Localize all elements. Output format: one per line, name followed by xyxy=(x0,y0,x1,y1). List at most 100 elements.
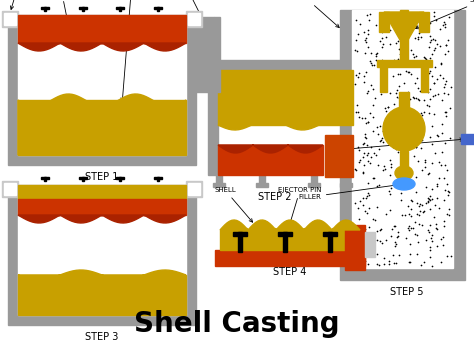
Point xyxy=(392,146,400,152)
Point xyxy=(444,38,452,43)
Point xyxy=(356,22,364,27)
Point xyxy=(399,130,407,136)
Point xyxy=(383,10,390,16)
Point xyxy=(396,12,403,17)
Point xyxy=(355,147,363,153)
Point xyxy=(361,73,368,79)
Point xyxy=(361,115,368,121)
Point xyxy=(386,116,394,122)
Point xyxy=(382,237,390,243)
Text: DUMP BOX: DUMP BOX xyxy=(166,0,206,27)
Point xyxy=(415,240,422,245)
Point xyxy=(381,166,389,172)
Point xyxy=(371,95,379,101)
Polygon shape xyxy=(218,120,353,130)
Point xyxy=(362,258,369,264)
Bar xyxy=(116,177,124,179)
Point xyxy=(380,21,388,27)
Point xyxy=(408,225,415,231)
Point xyxy=(441,81,449,87)
Point xyxy=(440,218,447,224)
Point xyxy=(396,71,403,77)
Text: HANDLES: HANDLES xyxy=(2,0,35,10)
Point xyxy=(375,182,383,188)
Point xyxy=(420,259,428,264)
Polygon shape xyxy=(220,220,360,230)
Point xyxy=(386,42,393,47)
Point xyxy=(355,144,362,150)
Point xyxy=(406,146,413,151)
Point xyxy=(377,91,385,97)
Point xyxy=(369,87,377,92)
Point xyxy=(445,190,453,195)
Point xyxy=(398,213,405,218)
Bar xyxy=(4,183,16,195)
Point xyxy=(353,72,360,77)
Point xyxy=(362,69,370,75)
Point xyxy=(407,71,415,77)
Point xyxy=(416,10,424,16)
Polygon shape xyxy=(218,145,323,153)
Point xyxy=(415,31,423,36)
Point xyxy=(385,262,393,267)
Point xyxy=(437,60,445,66)
Point xyxy=(353,102,361,108)
Point xyxy=(355,216,363,222)
Point xyxy=(426,21,434,26)
Point xyxy=(428,73,436,79)
Point xyxy=(359,170,366,176)
Bar xyxy=(41,7,49,9)
Point xyxy=(417,201,424,207)
Point xyxy=(423,200,430,206)
Point xyxy=(368,235,375,240)
Point xyxy=(390,57,398,62)
Point xyxy=(440,84,448,90)
Point xyxy=(426,197,433,202)
Point xyxy=(428,186,436,192)
Point xyxy=(356,158,364,163)
Bar xyxy=(218,145,323,175)
Point xyxy=(428,123,436,129)
Text: STEP 3: STEP 3 xyxy=(85,332,118,342)
Bar xyxy=(157,7,159,11)
Point xyxy=(418,137,426,143)
Point xyxy=(415,212,423,218)
Point xyxy=(409,141,416,146)
Point xyxy=(408,198,416,203)
Point xyxy=(354,257,362,263)
Point xyxy=(383,34,390,40)
Point xyxy=(367,82,375,88)
Point xyxy=(365,235,372,240)
Bar xyxy=(311,175,317,185)
Point xyxy=(388,226,396,231)
Point xyxy=(407,197,415,203)
Point xyxy=(419,21,426,26)
Point xyxy=(430,81,438,86)
Bar xyxy=(79,7,87,9)
Point xyxy=(401,129,409,134)
Point xyxy=(359,202,367,207)
Bar xyxy=(18,185,186,315)
Polygon shape xyxy=(18,94,186,155)
Point xyxy=(430,13,438,18)
Bar xyxy=(119,177,121,181)
Point xyxy=(424,89,432,95)
Point xyxy=(405,223,413,229)
Point xyxy=(397,197,405,203)
Point xyxy=(438,97,446,103)
Text: FLASK: FLASK xyxy=(295,0,339,28)
Point xyxy=(362,39,369,45)
Bar xyxy=(461,134,474,144)
Point xyxy=(407,180,414,186)
Point xyxy=(397,190,405,196)
Point xyxy=(359,141,367,147)
Point xyxy=(364,44,372,50)
Point xyxy=(392,40,400,46)
Point xyxy=(439,234,447,240)
Bar xyxy=(238,232,242,252)
Point xyxy=(406,251,414,257)
Point xyxy=(443,181,451,186)
Bar xyxy=(2,11,18,27)
Point xyxy=(391,127,398,133)
Point xyxy=(426,134,434,140)
